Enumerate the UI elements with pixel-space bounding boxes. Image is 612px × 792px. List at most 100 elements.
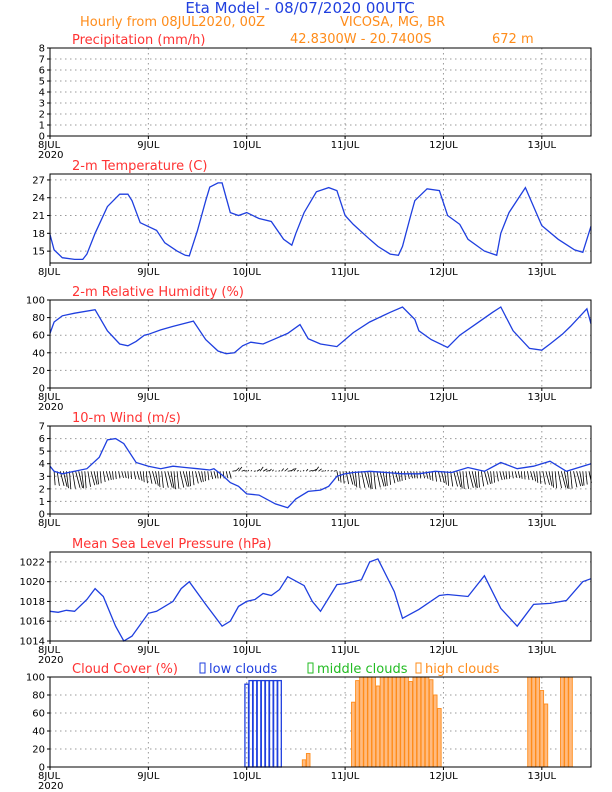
wind-vector: [161, 471, 164, 488]
wind-vector: [139, 471, 143, 481]
wind-vector: [484, 471, 489, 485]
wind-vector: [339, 471, 342, 483]
panel-title: Cloud Cover (%): [72, 662, 178, 677]
wind-vector: [468, 471, 474, 488]
wind-vector: [527, 471, 530, 480]
wind-vector: [508, 471, 511, 479]
cloud-bar: [264, 679, 270, 768]
x-tick-label: 10JUL: [232, 518, 261, 529]
cloud-bar: [568, 676, 573, 768]
cloud-bar: [560, 676, 565, 768]
wind-vector: [84, 471, 87, 488]
wind-vector: [477, 471, 480, 488]
wind-vector: [524, 471, 526, 480]
wind-vector: [192, 471, 195, 486]
series-line-relative-humidity: [49, 306, 592, 355]
legend-swatch: [415, 662, 422, 674]
wind-vector: [407, 471, 410, 479]
series-line-wind-speed: [49, 437, 592, 509]
cloud-bar: [277, 679, 282, 768]
x-tick-label: 9JUL: [137, 645, 160, 656]
wind-vector: [158, 471, 161, 488]
x-tick-label: 9JUL: [137, 518, 160, 529]
wind-vector: [309, 470, 313, 472]
wind-vector: [145, 471, 148, 484]
wind-vector: [65, 471, 69, 489]
wind-vector: [290, 468, 295, 472]
panel-title: 10-m Wind (m/s): [72, 411, 181, 426]
wind-vector: [465, 471, 469, 489]
wind-vector: [333, 470, 337, 472]
legend-label: middle clouds: [317, 662, 408, 677]
y-tick-label: 1022: [20, 557, 45, 568]
cloud-bar: [260, 679, 266, 768]
y-tick-label: 0: [39, 384, 45, 395]
wind-vector: [232, 470, 236, 472]
y-tick-label: 21: [32, 211, 45, 222]
wind-vector: [121, 471, 124, 478]
wind-vector: [444, 471, 447, 485]
panel-3: 2-m Relative Humidity (%) 0 20 40 60 80 100 8JU…: [26, 285, 592, 413]
wind-vector: [530, 471, 534, 481]
series-line-mslp: [49, 558, 592, 642]
legend-label: high clouds: [425, 662, 500, 677]
wind-vector: [170, 471, 175, 489]
wind-vector: [533, 471, 537, 482]
cloud-bar: [535, 676, 540, 768]
panel-5: Mean Sea Level Pressure (hPa) 1014 1016 101…: [20, 537, 592, 666]
wind-vector: [228, 471, 232, 479]
cloud-bar: [359, 676, 364, 768]
wind-vector: [563, 471, 569, 489]
wind-vector: [81, 471, 85, 489]
x-tick-label: 11JUL: [331, 645, 360, 656]
wind-vector: [69, 471, 72, 489]
x-tick-label: 8JUL: [38, 771, 61, 782]
wind-vector: [379, 471, 385, 487]
x-tick-label: 8JUL: [38, 392, 61, 403]
y-tick-label: 1016: [20, 617, 45, 628]
wind-vector: [250, 470, 253, 472]
cloud-bar: [420, 676, 426, 768]
wind-vector: [315, 466, 320, 472]
wind-vector: [422, 471, 426, 479]
x-tick-label: 13JUL: [528, 771, 557, 782]
y-tick-label: 80: [32, 691, 45, 702]
wind-vector: [198, 471, 202, 483]
cloud-bar: [363, 676, 368, 768]
panel-4: 10-m Wind (m/s) 0 1 23 45 67 8JUL 9JUL 10JUL 11JU…: [38, 411, 592, 529]
y-tick-label: 100: [26, 673, 45, 684]
wind-vector: [56, 471, 60, 486]
wind-vector: [155, 471, 159, 486]
wind-vector: [318, 468, 322, 472]
y-tick-label: 60: [32, 709, 45, 720]
x-tick-label: 12JUL: [429, 645, 458, 656]
wind-vector: [413, 471, 416, 479]
wind-vector: [185, 471, 190, 487]
x-tick-label: 12JUL: [429, 392, 458, 403]
x-tick-label: 11JUL: [331, 392, 360, 403]
wind-vector: [247, 469, 250, 472]
legend-swatch: [307, 662, 314, 674]
cloud-bar: [379, 676, 385, 768]
wind-vector: [410, 471, 413, 479]
location-coords: 42.8300W - 20.7400S: [290, 32, 432, 47]
wind-vector: [419, 471, 422, 479]
wind-vector: [520, 471, 523, 479]
cloud-bar: [252, 679, 258, 768]
location-name: VICOSA, MG, BR: [340, 15, 445, 30]
location-elevation: 672 m: [492, 32, 534, 47]
wind-vector: [266, 470, 271, 472]
x-tick-label: 11JUL: [331, 518, 360, 529]
y-tick-label: 1014: [20, 637, 45, 648]
cloud-bar: [539, 690, 545, 768]
x-year-label: 2020: [38, 402, 63, 413]
wind-vector: [502, 471, 506, 480]
wind-vector: [93, 471, 98, 485]
wind-vector: [96, 471, 99, 485]
wind-vector: [480, 471, 485, 487]
y-tick-label: 7: [39, 422, 45, 433]
x-tick-label: 13JUL: [528, 645, 557, 656]
cloud-bar: [412, 676, 418, 768]
